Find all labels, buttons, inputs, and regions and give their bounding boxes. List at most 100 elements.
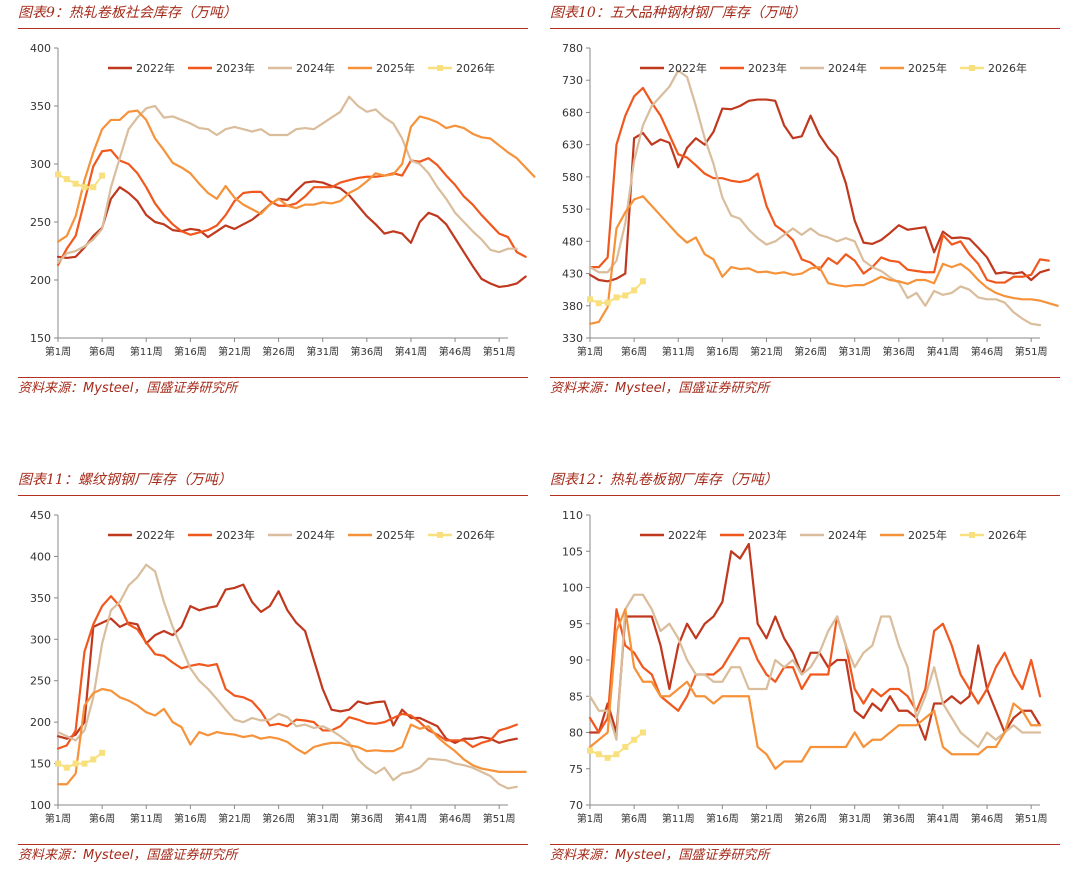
source-divider xyxy=(550,377,1060,378)
x-tick-label: 第46周 xyxy=(439,345,472,358)
title-divider xyxy=(18,495,528,496)
x-tick-label: 第16周 xyxy=(706,345,739,358)
legend-label: 2023年 xyxy=(748,61,787,75)
x-tick-label: 第51周 xyxy=(1015,345,1048,358)
series-point xyxy=(631,736,638,743)
y-tick-label: 100 xyxy=(562,582,583,595)
source-note: 资料来源：Mysteel，国盛证券研究所 xyxy=(550,846,769,866)
y-tick-label: 110 xyxy=(562,509,583,522)
x-tick-label: 第36周 xyxy=(350,345,383,358)
legend-swatch-marker xyxy=(969,532,975,538)
series-point xyxy=(81,184,88,191)
legend-label: 2025年 xyxy=(908,61,947,75)
legend-label: 2024年 xyxy=(828,61,867,75)
x-tick-label: 第6周 xyxy=(89,345,115,358)
series-point xyxy=(72,180,79,187)
series-point xyxy=(99,749,106,756)
source-suffix: ，国盛证券研究所 xyxy=(133,848,238,863)
source-note: 资料来源：Mysteel，国盛证券研究所 xyxy=(18,846,237,866)
series-line xyxy=(588,593,1042,749)
x-tick-label: 第11周 xyxy=(662,812,695,825)
x-tick-label: 第31周 xyxy=(306,345,339,358)
x-tick-label: 第6周 xyxy=(621,812,647,825)
series-line xyxy=(588,86,1050,284)
series-point xyxy=(604,299,611,306)
series-line xyxy=(56,95,518,264)
source-suffix: ，国盛证券研究所 xyxy=(133,381,238,396)
source-org: Mysteel xyxy=(615,381,666,396)
legend-label: 2024年 xyxy=(296,61,335,75)
series-point xyxy=(55,171,61,178)
y-tick-label: 450 xyxy=(30,509,51,522)
x-tick-label: 第46周 xyxy=(971,812,1004,825)
source-suffix: ，国盛证券研究所 xyxy=(665,381,770,396)
x-tick-label: 第36周 xyxy=(882,812,915,825)
legend-label: 2024年 xyxy=(828,528,867,542)
series-point xyxy=(90,756,97,763)
x-tick-label: 第31周 xyxy=(306,812,339,825)
y-tick-label: 75 xyxy=(569,763,583,776)
legend-label: 2023年 xyxy=(216,61,255,75)
y-tick-label: 380 xyxy=(562,300,583,313)
legend-label: 2023年 xyxy=(216,528,255,542)
series-point xyxy=(90,184,97,191)
x-tick-label: 第26周 xyxy=(794,812,827,825)
x-tick-label: 第36周 xyxy=(882,345,915,358)
y-tick-label: 580 xyxy=(562,171,583,184)
x-tick-label: 第41周 xyxy=(395,345,428,358)
series-point xyxy=(631,287,638,294)
y-tick-label: 250 xyxy=(30,675,51,688)
y-tick-label: 85 xyxy=(569,690,583,703)
y-tick-label: 200 xyxy=(30,274,51,287)
series-line xyxy=(56,148,527,267)
legend-label: 2025年 xyxy=(376,61,415,75)
source-note: 资料来源：Mysteel，国盛证券研究所 xyxy=(550,379,769,399)
legend-swatch-marker xyxy=(437,532,443,538)
x-tick-label: 第26周 xyxy=(262,812,295,825)
chart-title: 图表12：热轧卷板钢厂库存（万吨） xyxy=(550,472,778,488)
source-prefix: 资料来源： xyxy=(550,848,616,863)
source-org: Mysteel xyxy=(615,848,666,863)
x-tick-label: 第21周 xyxy=(750,812,783,825)
x-tick-label: 第6周 xyxy=(89,812,115,825)
legend-label: 2022年 xyxy=(668,61,707,75)
x-tick-label: 第41周 xyxy=(927,345,960,358)
series-line xyxy=(588,195,1059,325)
series-point xyxy=(595,751,602,758)
series-line xyxy=(56,109,536,243)
legend-label: 2025年 xyxy=(908,528,947,542)
y-tick-label: 150 xyxy=(30,758,51,771)
legend-label: 2023年 xyxy=(748,528,787,542)
y-tick-label: 350 xyxy=(30,592,51,605)
series-line xyxy=(588,608,1042,734)
title-divider xyxy=(550,495,1060,496)
legend-label: 2022年 xyxy=(668,528,707,542)
series-point xyxy=(63,176,70,183)
x-tick-label: 第11周 xyxy=(662,345,695,358)
y-tick-label: 730 xyxy=(562,74,583,87)
legend-label: 2022年 xyxy=(136,61,175,75)
x-tick-label: 第51周 xyxy=(1015,812,1048,825)
legend-label: 2024年 xyxy=(296,528,335,542)
x-tick-label: 第1周 xyxy=(45,812,71,825)
x-tick-label: 第11周 xyxy=(130,345,163,358)
title-divider xyxy=(18,28,528,29)
legend-label: 2026年 xyxy=(988,61,1027,75)
x-tick-label: 第41周 xyxy=(395,812,428,825)
series-line xyxy=(588,542,1042,741)
legend-label: 2026年 xyxy=(456,528,495,542)
series-point xyxy=(81,760,88,767)
x-tick-label: 第36周 xyxy=(350,812,383,825)
source-prefix: 资料来源： xyxy=(18,381,84,396)
y-tick-label: 100 xyxy=(30,799,51,812)
x-tick-label: 第51周 xyxy=(483,812,516,825)
y-tick-label: 70 xyxy=(569,799,583,812)
series-point xyxy=(72,760,79,767)
series-point xyxy=(63,764,70,771)
y-tick-label: 430 xyxy=(562,268,583,281)
source-divider xyxy=(550,844,1060,845)
y-tick-label: 330 xyxy=(562,332,583,345)
source-prefix: 资料来源： xyxy=(550,381,616,396)
chart-title: 图表11：螺纹钢钢厂库存（万吨） xyxy=(18,472,232,488)
